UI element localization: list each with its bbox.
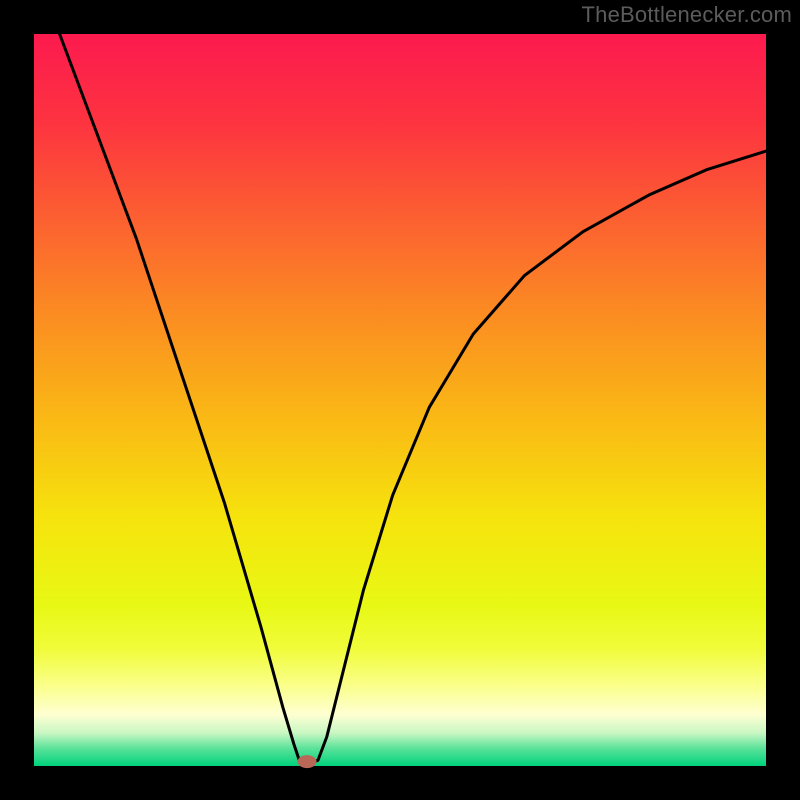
plot-background (34, 34, 766, 766)
vertex-marker (298, 756, 316, 768)
bottleneck-chart-svg (0, 0, 800, 800)
watermark-text: TheBottlenecker.com (582, 2, 792, 28)
chart-stage: TheBottlenecker.com (0, 0, 800, 800)
